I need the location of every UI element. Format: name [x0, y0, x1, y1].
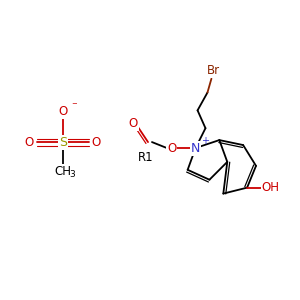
Text: $^-$: $^-$ [70, 101, 78, 111]
Text: O: O [92, 136, 101, 148]
Text: S: S [59, 136, 67, 148]
Text: Br: Br [207, 64, 220, 77]
Text: O: O [128, 117, 138, 130]
Text: O: O [25, 136, 34, 148]
Text: O: O [58, 105, 68, 118]
Text: R1: R1 [138, 152, 154, 164]
Text: O: O [167, 142, 176, 154]
Text: N: N [191, 142, 200, 154]
Text: 3: 3 [70, 170, 76, 179]
Text: OH: OH [262, 181, 280, 194]
Text: +: + [202, 136, 209, 146]
Text: CH: CH [54, 165, 71, 178]
